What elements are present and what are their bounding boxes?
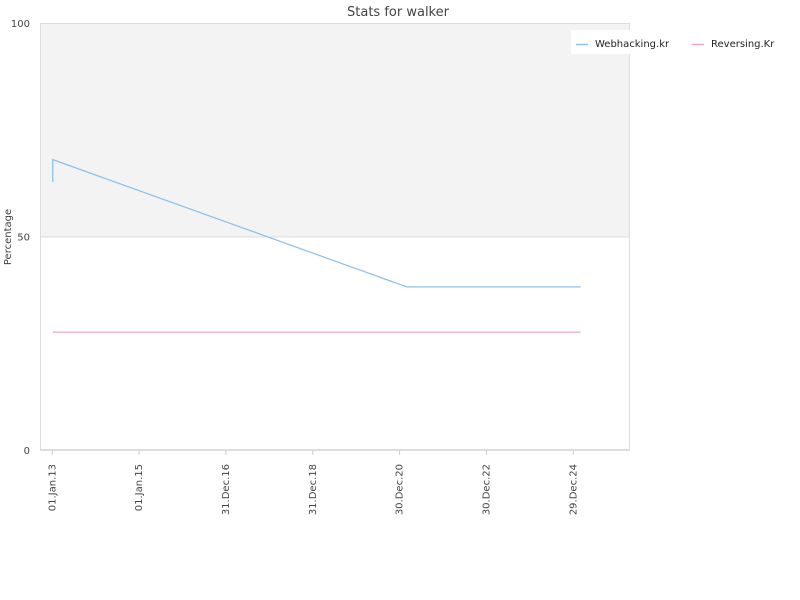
plot-background bbox=[40, 23, 630, 450]
x-tick-label: 31.Dec.16 bbox=[221, 464, 232, 515]
y-axis-ticks: 0 50 100 bbox=[11, 19, 30, 457]
plot-band-upper bbox=[40, 23, 630, 237]
x-tick-label: 29.Dec.24 bbox=[568, 464, 579, 515]
x-tick-label: 01.Jan.15 bbox=[134, 464, 145, 511]
legend-box bbox=[571, 30, 779, 54]
series-lines bbox=[52, 158, 581, 333]
x-tick-label: 30.Dec.22 bbox=[481, 464, 492, 515]
grid bbox=[40, 23, 630, 451]
y-tick-label: 0 bbox=[24, 446, 30, 457]
x-tick-label: 31.Dec.18 bbox=[308, 464, 319, 515]
y-axis-label: Percentage bbox=[3, 209, 14, 265]
legend: Webhacking.kr Reversing.Kr bbox=[571, 30, 779, 54]
legend-label: Reversing.Kr bbox=[711, 39, 775, 50]
x-tick-label: 01.Jan.13 bbox=[47, 464, 58, 511]
y-tick-label: 50 bbox=[17, 233, 30, 244]
plot-band-lower bbox=[40, 236, 630, 450]
x-axis-ticks: 01.Jan.13 01.Jan.15 31.Dec.16 31.Dec.18 30.D… bbox=[47, 450, 579, 515]
y-tick-label: 100 bbox=[11, 19, 30, 30]
legend-label: Webhacking.kr bbox=[595, 39, 670, 50]
x-tick-label: 30.Dec.20 bbox=[395, 464, 406, 515]
chart-title: Stats for walker bbox=[347, 5, 450, 20]
series-line-webhacking-kr bbox=[52, 158, 581, 288]
